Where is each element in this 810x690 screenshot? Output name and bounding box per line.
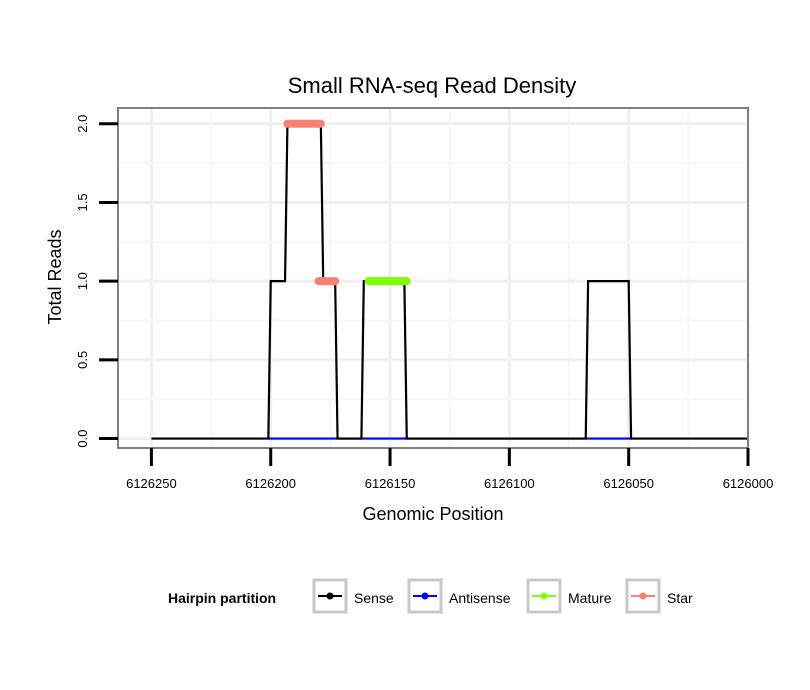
y-tick-label: 0.0 (75, 430, 90, 448)
x-tick-label: 6126200 (245, 476, 296, 491)
y-axis: 0.0 0.5 1.0 1.5 2.0 (75, 115, 118, 448)
y-tick-label: 0.5 (75, 351, 90, 369)
chart-title: Small RNA-seq Read Density (288, 73, 577, 98)
legend-key-dot (540, 592, 548, 600)
legend-key-dot (326, 592, 334, 600)
legend-title: Hairpin partition (168, 590, 276, 606)
y-tick-label: 1.5 (75, 193, 90, 211)
legend-label-mature: Mature (568, 590, 612, 606)
series-layer (151, 119, 748, 440)
x-tick-label: 6126250 (126, 476, 177, 491)
plot-panel (118, 108, 748, 448)
series-sense-line (151, 122, 748, 440)
y-tick-label: 1.0 (75, 272, 90, 290)
x-tick-label: 6126000 (723, 476, 774, 491)
x-tick-label: 6126050 (603, 476, 654, 491)
x-axis: 6126250 6126200 6126150 6126100 6126050 61260… (126, 448, 773, 491)
legend-label-sense: Sense (354, 590, 394, 606)
legend-label-star: Star (667, 590, 693, 606)
y-tick-label: 2.0 (75, 115, 90, 133)
x-axis-label: Genomic Position (362, 504, 503, 524)
legend-key-dot (421, 592, 429, 600)
y-axis-label: Total Reads (45, 229, 65, 324)
x-tick-label: 6126100 (484, 476, 535, 491)
plot-border (117, 107, 749, 449)
legend-key-dot (639, 592, 647, 600)
legend: Hairpin partition Sense Antisense Mature St… (168, 578, 693, 614)
x-tick-label: 6126150 (365, 476, 416, 491)
legend-label-antisense: Antisense (449, 590, 511, 606)
